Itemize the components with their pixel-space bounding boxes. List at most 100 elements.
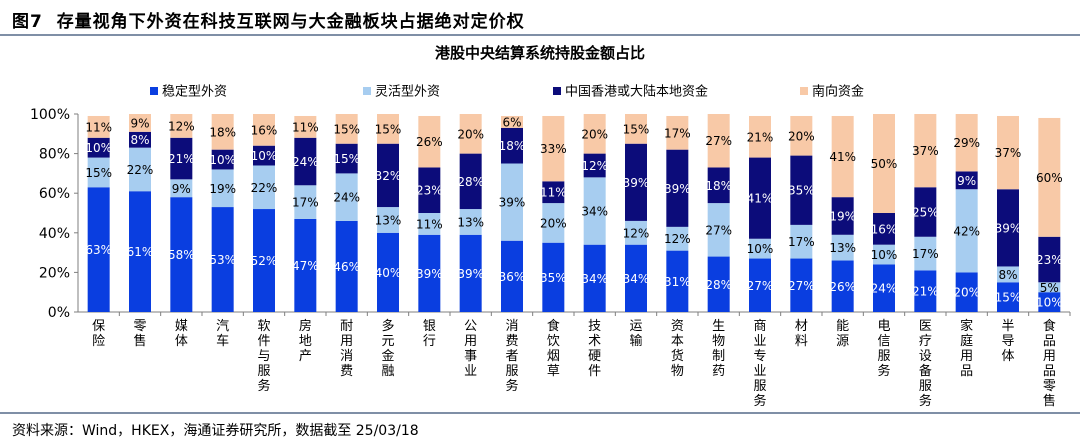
bar-segment bbox=[87, 115, 110, 138]
data-label: 9% bbox=[957, 174, 976, 188]
data-label: 26% bbox=[829, 280, 856, 294]
x-tick-label: 汽车 bbox=[216, 319, 229, 349]
data-label: 47% bbox=[292, 259, 319, 273]
bar-segment bbox=[335, 220, 358, 312]
bar-segment bbox=[87, 137, 110, 158]
data-label: 18% bbox=[705, 179, 732, 193]
x-tick-label: 资本货物 bbox=[671, 319, 684, 379]
x-tick-label: 材料 bbox=[795, 319, 808, 349]
data-label: 37% bbox=[995, 146, 1022, 160]
data-label: 22% bbox=[251, 181, 278, 195]
bar-segment bbox=[707, 203, 730, 257]
x-tick-label: 保险 bbox=[92, 319, 105, 349]
x-tick-label: 耐用消费 bbox=[340, 319, 353, 379]
bar-segment bbox=[666, 250, 689, 312]
data-label: 21% bbox=[912, 285, 939, 299]
data-label: 11% bbox=[540, 186, 567, 200]
bar-segment bbox=[459, 153, 482, 210]
bar-segment bbox=[955, 272, 978, 312]
data-label: 15% bbox=[333, 152, 360, 166]
data-label: 24% bbox=[292, 155, 319, 169]
data-label: 41% bbox=[829, 150, 856, 164]
data-label: 15% bbox=[375, 122, 402, 136]
data-label: 53% bbox=[209, 253, 236, 267]
bar-segment bbox=[335, 143, 358, 174]
bar-segment bbox=[583, 177, 606, 245]
bar-segment bbox=[914, 236, 937, 271]
data-label: 19% bbox=[829, 209, 856, 223]
data-label: 22% bbox=[127, 163, 154, 177]
bar-segment bbox=[666, 149, 689, 227]
x-tick-label: 食饮烟草 bbox=[547, 318, 560, 379]
bar-segment bbox=[583, 244, 606, 312]
legend-swatch-2 bbox=[363, 87, 371, 95]
data-label: 34% bbox=[581, 272, 608, 286]
data-label: 36% bbox=[499, 270, 526, 284]
x-tick-label: 房地产 bbox=[299, 318, 312, 364]
bar-segment bbox=[1038, 282, 1061, 293]
data-label: 20% bbox=[581, 127, 608, 141]
data-label: 23% bbox=[416, 184, 443, 198]
x-tick-label: 软件与服务 bbox=[257, 319, 270, 394]
bar-segment bbox=[294, 115, 317, 138]
data-label: 39% bbox=[623, 176, 650, 190]
bar-segment bbox=[831, 115, 854, 198]
bar-segment bbox=[873, 114, 895, 213]
bar-segment bbox=[253, 114, 275, 146]
x-tick-label: 运输 bbox=[629, 319, 642, 349]
bar-segment bbox=[955, 189, 978, 273]
data-label: 10% bbox=[747, 242, 774, 256]
data-label: 17% bbox=[912, 247, 939, 261]
x-tick-label: 零售 bbox=[133, 319, 146, 349]
bar-segment bbox=[583, 114, 606, 154]
bar-segment bbox=[831, 197, 854, 235]
y-tick-label: 0% bbox=[48, 305, 70, 321]
legend-label-1: 稳定型外资 bbox=[162, 84, 227, 100]
data-label: 39% bbox=[457, 267, 484, 281]
bar-segment bbox=[418, 115, 441, 168]
x-tick-label: 家庭用品 bbox=[960, 318, 973, 379]
bar-segment bbox=[211, 114, 234, 150]
data-label: 63% bbox=[85, 243, 112, 257]
data-label: 37% bbox=[912, 144, 939, 158]
bar-segment bbox=[914, 187, 937, 237]
data-label: 34% bbox=[623, 272, 650, 286]
x-tick-label: 消费者服务 bbox=[505, 319, 518, 394]
data-label: 15% bbox=[623, 122, 650, 136]
bar-segment bbox=[955, 171, 978, 190]
data-label: 5% bbox=[1040, 281, 1059, 295]
data-label: 52% bbox=[251, 254, 278, 268]
data-label: 12% bbox=[664, 232, 691, 246]
data-label: 20% bbox=[457, 127, 484, 141]
data-label: 60% bbox=[1036, 171, 1063, 185]
data-label: 35% bbox=[540, 271, 567, 285]
data-label: 42% bbox=[953, 224, 980, 238]
x-tick-label: 技术硬件 bbox=[588, 319, 601, 379]
x-tick-label: 电信服务 bbox=[877, 319, 890, 379]
legend-swatch-1 bbox=[150, 87, 158, 95]
data-label: 11% bbox=[292, 120, 319, 134]
bar-segment bbox=[253, 165, 275, 210]
bar-segment bbox=[501, 115, 523, 128]
data-label: 16% bbox=[871, 222, 898, 236]
bar-segment bbox=[211, 207, 234, 312]
bar-segment bbox=[749, 157, 771, 239]
data-label: 39% bbox=[416, 267, 443, 281]
data-label: 17% bbox=[664, 126, 691, 140]
figure-label: 图7 bbox=[12, 12, 43, 32]
data-label: 12% bbox=[168, 119, 195, 133]
bar-segment bbox=[914, 270, 937, 312]
bar-segment bbox=[625, 143, 647, 221]
bar-segment bbox=[459, 234, 482, 312]
x-tick-label: 公用事业 bbox=[464, 319, 477, 379]
data-label: 8% bbox=[998, 268, 1017, 282]
data-label: 26% bbox=[416, 135, 443, 149]
data-label: 10% bbox=[1036, 296, 1063, 310]
data-label: 34% bbox=[581, 205, 608, 219]
data-label: 15% bbox=[995, 291, 1022, 305]
data-label: 16% bbox=[251, 123, 278, 137]
bar-segment bbox=[129, 131, 151, 148]
x-tick-label: 银行 bbox=[423, 319, 436, 349]
data-label: 20% bbox=[540, 216, 567, 230]
data-label: 20% bbox=[788, 129, 815, 143]
